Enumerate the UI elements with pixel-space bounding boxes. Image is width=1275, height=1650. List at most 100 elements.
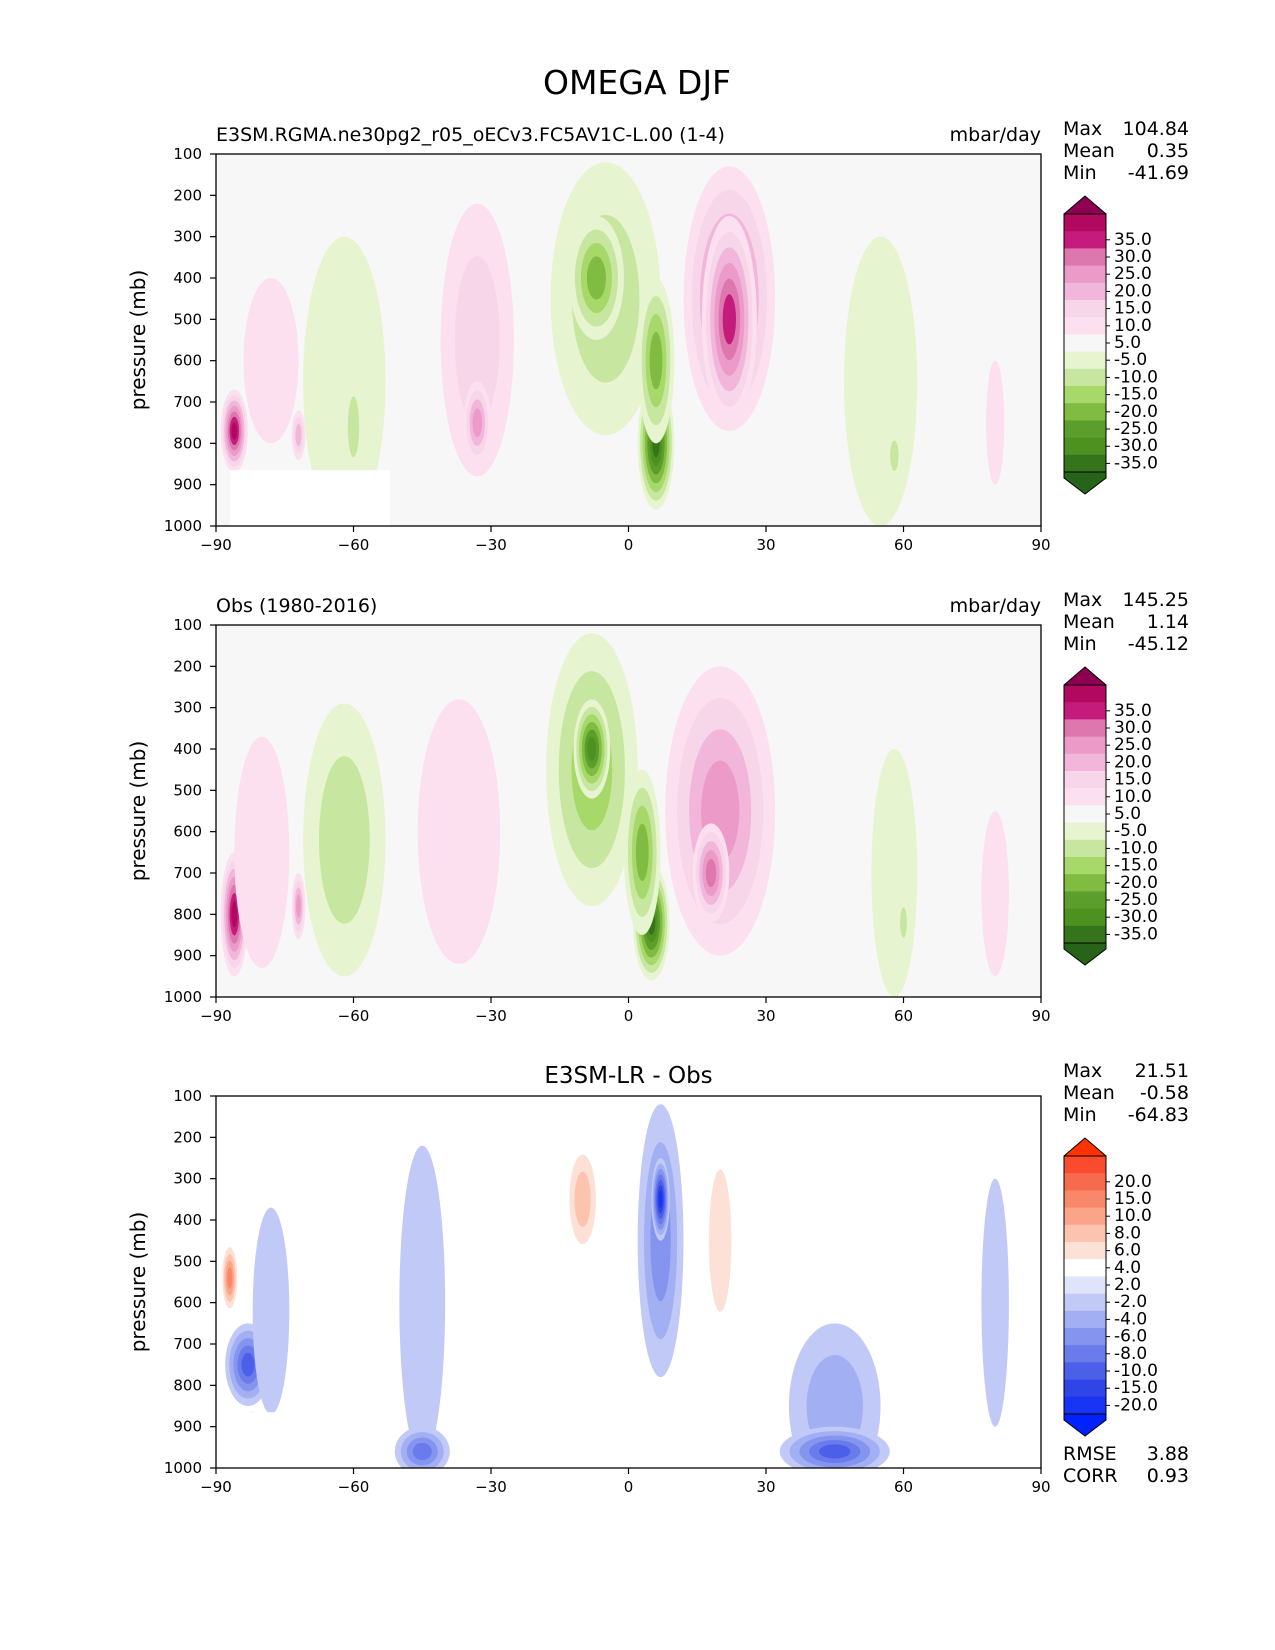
y-tick-label: 900 (173, 476, 202, 494)
colorbar-label: -4.0 (1114, 1309, 1147, 1329)
colorbar-label: 5.0 (1114, 804, 1141, 824)
contour-band (243, 278, 299, 444)
stat-value: 21.51 (1135, 1060, 1189, 1082)
colorbar-label: -25.0 (1114, 890, 1158, 910)
x-tick-label: −90 (200, 536, 232, 554)
stat-label: Mean (1063, 611, 1115, 633)
colorbar-swatch (1064, 753, 1106, 772)
contour-band (231, 422, 238, 440)
x-tick-label: 90 (1031, 536, 1050, 554)
colorbar-label: -20.0 (1114, 1395, 1158, 1415)
x-tick-label: −90 (200, 1478, 232, 1496)
y-tick-label: 100 (173, 1087, 202, 1105)
stat-value: -45.12 (1128, 633, 1189, 655)
y-tick-label: 400 (173, 1211, 202, 1229)
contour-band (649, 331, 663, 390)
colorbar-swatch (1064, 702, 1106, 720)
colorbar-label: -15.0 (1114, 1378, 1158, 1398)
y-tick-label: 700 (173, 864, 202, 882)
colorbar-swatch (1064, 891, 1106, 910)
colorbar-label: 30.0 (1114, 718, 1152, 738)
y-tick-label: 800 (173, 905, 202, 923)
colorbar-label: 10.0 (1114, 787, 1152, 807)
y-tick-label: 500 (173, 781, 202, 799)
colorbar-swatch (1064, 351, 1106, 370)
contour-band (658, 1190, 663, 1209)
colorbar-label: -10.0 (1114, 1361, 1158, 1381)
x-tick-label: 0 (624, 536, 634, 554)
stat-label: Mean (1063, 1082, 1115, 1104)
contour-band (981, 811, 1009, 977)
colorbar-label: 2.0 (1114, 1275, 1141, 1295)
colorbar-swatch (1064, 857, 1106, 875)
contour-band (234, 736, 290, 969)
x-tick-label: 30 (756, 536, 775, 554)
x-tick-label: 60 (894, 1007, 913, 1025)
contour-band (347, 396, 360, 458)
colorbar-swatch (1064, 1379, 1106, 1398)
x-tick-label: −90 (200, 1007, 232, 1025)
x-tick-label: −60 (338, 536, 370, 554)
missing-data-mask (238, 1412, 391, 1468)
contour-band (252, 1207, 290, 1415)
contour-field (220, 162, 1005, 526)
contour-band (241, 1352, 255, 1377)
y-tick-label: 600 (173, 352, 202, 370)
colorbar-swatch (1064, 1173, 1106, 1191)
y-tick-label: 600 (173, 1294, 202, 1312)
colorbar-label: -10.0 (1114, 367, 1158, 387)
panel-title: E3SM.RGMA.ne30pg2_r05_oECv3.FC5AV1C-L.00… (216, 124, 725, 146)
colorbar-label: 6.0 (1114, 1241, 1141, 1261)
stat-label: Min (1063, 162, 1097, 184)
y-tick-label: 200 (173, 1128, 202, 1146)
stat-value: 1.14 (1147, 611, 1189, 633)
contour-band (900, 907, 907, 938)
contour-band (574, 1171, 591, 1227)
colorbar-swatch (1064, 403, 1106, 421)
colorbar: 35.030.025.020.015.010.05.0-5.0-10.0-15.… (1063, 195, 1158, 495)
stat-label: Max (1063, 118, 1102, 140)
y-tick-label: 700 (173, 1335, 202, 1353)
y-tick-label: 400 (173, 269, 202, 287)
contour-band (848, 1108, 959, 1373)
colorbar-label: -5.0 (1114, 350, 1147, 370)
colorbar-swatch (1064, 925, 1106, 944)
stat-label: Max (1063, 589, 1102, 611)
y-tick-label: 500 (173, 1252, 202, 1270)
y-tick-label: 300 (173, 1170, 202, 1188)
colorbar-label: 10.0 (1114, 316, 1152, 336)
contour-band (412, 1442, 432, 1461)
stat-value: 104.84 (1123, 118, 1189, 140)
colorbar-swatch (1064, 788, 1106, 806)
colorbar-swatch (1064, 685, 1106, 703)
x-tick-label: 30 (756, 1478, 775, 1496)
x-tick-label: 90 (1031, 1478, 1050, 1496)
stat-value: 0.35 (1147, 140, 1189, 162)
contour-field (220, 633, 1009, 997)
colorbar-extend-min (1063, 1413, 1107, 1437)
units-label: mbar/day (950, 595, 1041, 617)
y-tick-label: 200 (173, 186, 202, 204)
colorbar-swatch (1064, 1242, 1106, 1260)
colorbar-swatch (1064, 736, 1106, 755)
colorbar-swatch (1064, 839, 1106, 858)
colorbar-swatch (1064, 908, 1106, 927)
y-tick-label: 700 (173, 393, 202, 411)
x-tick-label: −30 (475, 1478, 507, 1496)
contour-band (705, 858, 717, 888)
stat-value: 145.25 (1123, 589, 1189, 611)
colorbar-swatch (1064, 420, 1106, 439)
panel-title: Obs (1980-2016) (216, 595, 377, 617)
contour-band (303, 236, 386, 526)
colorbar-swatch (1064, 1362, 1106, 1381)
colorbar-swatch (1064, 1293, 1106, 1312)
colorbar-label: 35.0 (1114, 230, 1152, 250)
colorbar-label: -25.0 (1114, 419, 1158, 439)
contour-band (318, 755, 370, 924)
contour-band (399, 1145, 446, 1460)
x-tick-label: −30 (475, 536, 507, 554)
colorbar-label: 25.0 (1114, 264, 1152, 284)
colorbar-swatch (1064, 214, 1106, 232)
